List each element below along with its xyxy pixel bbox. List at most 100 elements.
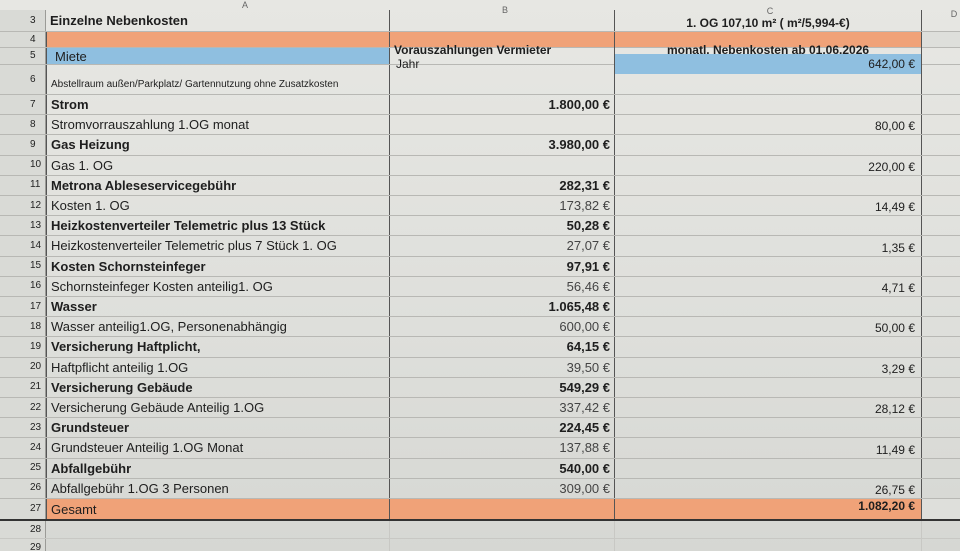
empty-cell[interactable] xyxy=(46,539,390,551)
cell-d[interactable] xyxy=(922,156,960,175)
annual-prepayment-value[interactable]: 337,42 € xyxy=(390,398,615,418)
cell-d[interactable] xyxy=(922,337,960,356)
cell-d[interactable] xyxy=(922,95,960,114)
annual-prepayment-value[interactable]: 56,46 € xyxy=(390,276,615,296)
row-number[interactable]: 20 xyxy=(0,357,46,377)
monthly-cost-value[interactable] xyxy=(615,256,922,276)
row-number[interactable]: 24 xyxy=(0,438,46,458)
cell-c4-monthly-header[interactable]: monatl. Nebenkosten ab 01.06.2026 xyxy=(615,32,922,58)
cell-d[interactable] xyxy=(922,317,960,336)
row-number[interactable]: 8 xyxy=(0,115,46,135)
monthly-cost-value[interactable]: 26,75 € xyxy=(615,478,922,498)
cell-storage-note[interactable]: Abstellraum außen/Parkplatz/ Gartennutzu… xyxy=(46,65,390,94)
cell-c3-unit-info[interactable]: 1. OG 107,10 m² ( m²/5,994-€) xyxy=(615,10,922,31)
monthly-cost-value[interactable] xyxy=(615,135,922,155)
annual-prepayment-value[interactable]: 39,50 € xyxy=(390,357,615,377)
cell-d[interactable] xyxy=(922,297,960,316)
cell-d3[interactable] xyxy=(922,10,960,31)
annual-prepayment-value[interactable]: 309,00 € xyxy=(390,478,615,498)
row-number[interactable]: 26 xyxy=(0,478,46,498)
cost-item-label[interactable]: Grundsteuer Anteilig 1.OG Monat xyxy=(46,438,390,458)
row-number[interactable]: 21 xyxy=(0,377,46,397)
cell-b3[interactable] xyxy=(390,10,615,31)
annual-prepayment-value[interactable]: 50,28 € xyxy=(390,216,615,236)
row-number[interactable]: 25 xyxy=(0,458,46,478)
monthly-cost-value[interactable] xyxy=(615,95,922,115)
cost-item-label[interactable]: Kosten 1. OG xyxy=(46,196,390,216)
row-number[interactable]: 13 xyxy=(0,216,46,236)
cost-item-label[interactable]: Heizkostenverteiler Telemetric plus 13 S… xyxy=(46,216,390,236)
cost-item-label[interactable]: Versicherung Gebäude Anteilig 1.OG xyxy=(46,398,390,418)
cost-item-label[interactable]: Schornsteinfeger Kosten anteilig1. OG xyxy=(46,276,390,296)
cost-item-label[interactable]: Versicherung Gebäude xyxy=(46,377,390,397)
cell-d[interactable] xyxy=(922,499,960,519)
row-number[interactable]: 3 xyxy=(0,10,46,31)
annual-prepayment-value[interactable]: 173,82 € xyxy=(390,196,615,216)
monthly-cost-value[interactable] xyxy=(615,458,922,478)
annual-prepayment-value[interactable] xyxy=(390,115,615,135)
cell-d[interactable] xyxy=(922,479,960,498)
cost-item-label[interactable]: Strom xyxy=(46,95,390,115)
row-number[interactable]: 22 xyxy=(0,398,46,418)
annual-prepayment-value[interactable]: 97,91 € xyxy=(390,256,615,276)
cost-item-label[interactable]: Gas Heizung xyxy=(46,135,390,155)
monthly-cost-value[interactable]: 1,35 € xyxy=(615,236,922,256)
row-number[interactable]: 18 xyxy=(0,317,46,337)
monthly-cost-value[interactable] xyxy=(615,377,922,397)
cell-b6[interactable] xyxy=(390,65,615,94)
cell-d6[interactable] xyxy=(922,65,960,94)
row-number[interactable]: 19 xyxy=(0,337,46,357)
cell-d[interactable] xyxy=(922,216,960,235)
row-number[interactable]: 11 xyxy=(0,175,46,195)
row-number[interactable]: 4 xyxy=(0,32,46,47)
cell-d[interactable] xyxy=(922,438,960,457)
cost-item-label[interactable]: Wasser xyxy=(46,297,390,317)
cost-item-label[interactable]: Stromvorrauszahlung 1.OG monat xyxy=(46,115,390,135)
row-number[interactable]: 23 xyxy=(0,418,46,438)
cell-d[interactable] xyxy=(922,418,960,437)
cell-d[interactable] xyxy=(922,236,960,255)
cell-rent-label[interactable]: Miete xyxy=(46,48,390,64)
cell-d[interactable] xyxy=(922,378,960,397)
row-number[interactable]: 9 xyxy=(0,135,46,155)
annual-prepayment-value[interactable]: 137,88 € xyxy=(390,438,615,458)
empty-cell[interactable] xyxy=(46,521,390,538)
cell-rent-value[interactable]: 642,00 € xyxy=(615,54,922,74)
monthly-cost-value[interactable]: 28,12 € xyxy=(615,398,922,418)
cell-d[interactable] xyxy=(922,398,960,417)
annual-prepayment-value[interactable] xyxy=(390,155,615,175)
cost-item-label[interactable]: Gas 1. OG xyxy=(46,155,390,175)
cost-item-label[interactable]: Wasser anteilig1.OG, Personenabhängig xyxy=(46,317,390,337)
cost-item-label[interactable]: Kosten Schornsteinfeger xyxy=(46,256,390,276)
monthly-cost-value[interactable]: 3,29 € xyxy=(615,357,922,377)
monthly-cost-value[interactable]: 11,49 € xyxy=(615,438,922,458)
cell-year-label[interactable]: Jahr xyxy=(390,56,615,72)
cell-d[interactable] xyxy=(922,459,960,478)
cell-a4[interactable] xyxy=(46,32,390,47)
cost-item-label[interactable]: Grundsteuer xyxy=(46,418,390,438)
total-value[interactable]: 1.082,20 € xyxy=(615,499,922,519)
cell-title[interactable]: Einzelne Nebenkosten xyxy=(46,10,390,31)
column-header-d[interactable]: D xyxy=(950,9,958,19)
annual-prepayment-value[interactable]: 540,00 € xyxy=(390,458,615,478)
row-number[interactable]: 5 xyxy=(0,48,46,64)
column-header-b[interactable]: B xyxy=(501,5,508,15)
cost-item-label[interactable]: Abfallgebühr 1.OG 3 Personen xyxy=(46,478,390,498)
cell-d[interactable] xyxy=(922,277,960,296)
cell-d[interactable] xyxy=(922,135,960,154)
cell-d4[interactable] xyxy=(922,32,960,47)
column-header-c[interactable]: C xyxy=(766,6,774,16)
annual-prepayment-value[interactable]: 224,45 € xyxy=(390,418,615,438)
cell-d[interactable] xyxy=(922,176,960,195)
monthly-cost-value[interactable] xyxy=(615,216,922,236)
empty-cell[interactable] xyxy=(615,521,922,538)
row-number[interactable]: 28 xyxy=(0,521,46,538)
cost-item-label[interactable]: Heizkostenverteiler Telemetric plus 7 St… xyxy=(46,236,390,256)
row-number[interactable]: 7 xyxy=(0,95,46,115)
cell-b4-prepayments-header[interactable]: Vorauszahlungen Vermieter xyxy=(390,32,615,58)
monthly-cost-value[interactable] xyxy=(615,175,922,195)
cell-d[interactable] xyxy=(922,196,960,215)
annual-prepayment-value[interactable]: 549,29 € xyxy=(390,377,615,397)
annual-prepayment-value[interactable]: 27,07 € xyxy=(390,236,615,256)
empty-cell[interactable] xyxy=(390,521,615,538)
